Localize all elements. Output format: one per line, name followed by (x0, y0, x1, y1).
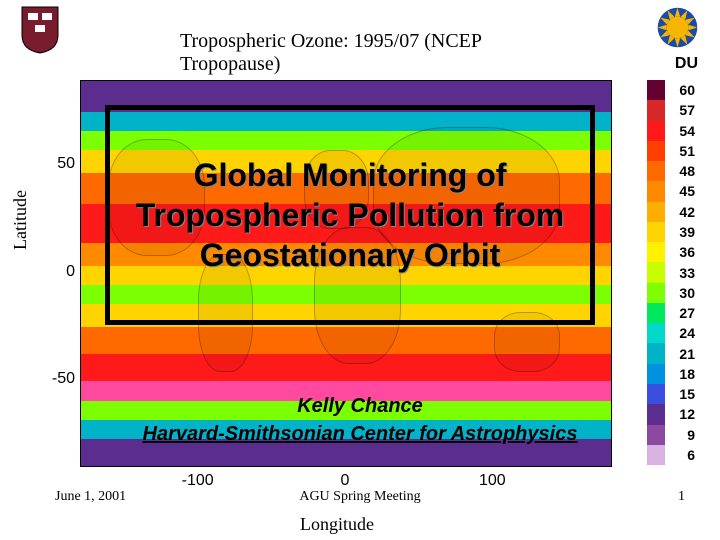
colorbar-segment (647, 181, 665, 201)
author-name: Kelly Chance (297, 395, 423, 418)
author-affiliation: Harvard-Smithsonian Center for Astrophys… (143, 423, 578, 446)
colorbar-tick-label: 12 (679, 406, 695, 422)
harvard-shield-icon (20, 5, 60, 55)
y-axis-label: Latitude (10, 190, 31, 250)
x-tick-label: 0 (315, 472, 375, 490)
colorbar-tick-label: 42 (679, 204, 695, 220)
colorbar-segment (647, 100, 665, 120)
colorbar-tick-label: 24 (679, 325, 695, 341)
y-tick-label: -50 (45, 370, 75, 388)
x-axis-label: Longitude (300, 514, 374, 535)
colorbar-unit: DU (675, 55, 698, 73)
colorbar-tick-label: 9 (687, 427, 695, 443)
y-tick-label: 0 (45, 263, 75, 281)
colorbar-segment (647, 121, 665, 141)
chart-title: Tropospheric Ozone: 1995/07 (NCEP Tropop… (180, 30, 540, 76)
colorbar-segment (647, 283, 665, 303)
colorbar-tick-label: 21 (679, 346, 695, 362)
colorbar-segment (647, 384, 665, 404)
colorbar-segment (647, 242, 665, 262)
x-tick-label: -100 (168, 472, 228, 490)
colorbar-tick-label: 39 (679, 224, 695, 240)
colorbar-tick-label: 57 (679, 102, 695, 118)
colorbar-segment (647, 445, 665, 465)
colorbar-tick-label: 18 (679, 366, 695, 382)
colorbar (647, 80, 665, 465)
colorbar-tick-label: 48 (679, 163, 695, 179)
title-overlay-box: Global Monitoring of Tropospheric Pollut… (105, 105, 595, 325)
colorbar-segment (647, 425, 665, 445)
y-tick-label: 50 (45, 155, 75, 173)
colorbar-tick-label: 6 (687, 447, 695, 463)
colorbar-tick-label: 33 (679, 265, 695, 281)
colorbar-segment (647, 141, 665, 161)
colorbar-segment (647, 323, 665, 343)
colorbar-tick-label: 45 (679, 183, 695, 199)
footer-meeting: AGU Spring Meeting (299, 489, 420, 505)
colorbar-tick-label: 51 (679, 143, 695, 159)
colorbar-tick-label: 15 (679, 386, 695, 402)
presentation-title: Global Monitoring of Tropospheric Pollut… (110, 155, 590, 275)
colorbar-segment (647, 202, 665, 222)
colorbar-segment (647, 364, 665, 384)
colorbar-segment (647, 262, 665, 282)
colorbar-segment (647, 404, 665, 424)
smithsonian-sun-icon (655, 5, 700, 50)
colorbar-segment (647, 343, 665, 363)
colorbar-segment (647, 80, 665, 100)
colorbar-segment (647, 303, 665, 323)
footer-date: June 1, 2001 (55, 489, 126, 505)
colorbar-segment (647, 161, 665, 181)
colorbar-tick-label: 54 (679, 123, 695, 139)
x-tick-label: 100 (462, 472, 522, 490)
colorbar-segment (647, 222, 665, 242)
colorbar-tick-label: 27 (679, 305, 695, 321)
colorbar-tick-label: 60 (679, 82, 695, 98)
colorbar-tick-label: 30 (679, 285, 695, 301)
page-number: 1 (678, 489, 685, 505)
colorbar-tick-label: 36 (679, 244, 695, 260)
